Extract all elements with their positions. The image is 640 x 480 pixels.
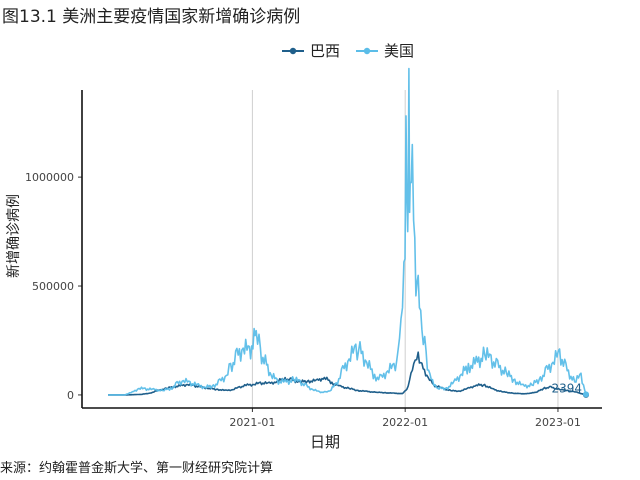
x-axis-label: 日期 [310, 433, 341, 451]
y-tick-label: 1000000 [25, 171, 74, 184]
legend-swatch-usa [356, 47, 379, 54]
x-tick-label: 2023-01 [535, 416, 581, 429]
series-line-usa [108, 67, 587, 396]
legend-label-brazil: 巴西 [310, 42, 341, 60]
source-note: 来源：约翰霍普金斯大学、第一财经研究院计算 [0, 461, 274, 476]
x-tick-label: 2021-01 [229, 416, 275, 429]
y-axis-label: 新增确诊病例 [6, 194, 22, 278]
legend-label-usa: 美国 [384, 42, 415, 60]
series-endpoint-usa [583, 391, 589, 398]
legend-swatch-brazil [282, 47, 304, 54]
legend-item-usa: 美国 [356, 40, 414, 61]
series-line-brazil [108, 351, 587, 396]
last-value-annotation: 2394 [551, 381, 582, 395]
y-tick-label: 500000 [32, 280, 74, 293]
chart-title: 图13.1 美洲主要疫情国家新增确诊病例 [2, 7, 301, 27]
x-tick-label: 2022-01 [382, 416, 428, 429]
legend-item-brazil: 巴西 [282, 40, 340, 61]
chart-legend: 巴西 美国 [282, 40, 414, 61]
y-tick-label: 0 [67, 389, 74, 402]
